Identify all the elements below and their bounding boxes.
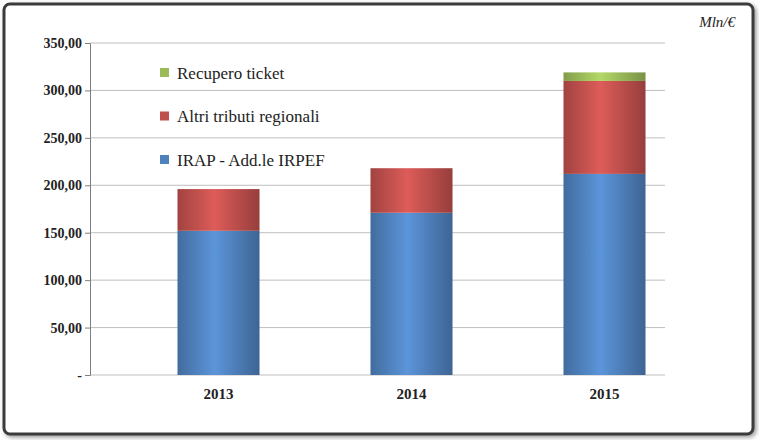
tick-mark	[85, 328, 90, 329]
tick-mark	[85, 43, 90, 44]
tick-label: 150,00	[44, 226, 83, 241]
bar	[177, 189, 259, 231]
frame	[4, 4, 753, 434]
bar	[563, 72, 645, 81]
tick-label: 2013	[204, 386, 234, 402]
chart: - 50,00 100,00 150,00 200,00 250,00 300,00 350,…	[0, 0, 759, 440]
legend-swatch	[160, 112, 169, 121]
tick: 200,00	[44, 178, 91, 193]
tick-label: 2014	[397, 386, 428, 402]
tick-label: 300,00	[44, 83, 83, 98]
legend: Recupero ticket Altri tributi regionali IR…	[160, 64, 325, 170]
bar	[370, 213, 452, 375]
axis-title: Mln/€	[698, 14, 736, 30]
tick-mark	[85, 90, 90, 91]
tick-label: 200,00	[44, 178, 83, 193]
axis-line	[85, 44, 91, 376]
bar	[563, 81, 645, 174]
tick-mark	[85, 375, 90, 376]
tick-label: 100,00	[44, 273, 83, 288]
grid	[90, 43, 665, 375]
tick: 2015	[590, 386, 620, 402]
tick-mark	[85, 233, 90, 234]
grid-line	[90, 43, 665, 44]
legend-label: Recupero ticket	[177, 64, 284, 83]
tick: 350,00	[44, 36, 91, 51]
bar	[370, 168, 452, 169]
bar	[370, 168, 452, 213]
tick: 250,00	[44, 131, 91, 146]
bar	[177, 231, 259, 375]
tick: 300,00	[44, 83, 91, 98]
tick-label: 250,00	[44, 131, 83, 146]
tick: 150,00	[44, 226, 91, 241]
legend-swatch	[160, 68, 169, 77]
legend-label: IRAP - Add.le IRPEF	[177, 151, 325, 170]
tick: 50,00	[51, 321, 91, 336]
tick-mark	[85, 138, 90, 139]
tick: 2014	[397, 386, 428, 402]
series	[177, 81, 645, 231]
tick-label: 2015	[590, 386, 620, 402]
x-axis: 2013 2014 2015	[204, 386, 620, 402]
tick-label: 50,00	[51, 321, 83, 336]
tick: -	[77, 368, 90, 383]
bar	[563, 174, 645, 375]
y-axis: - 50,00 100,00 150,00 200,00 250,00 300,00 350,…	[44, 36, 91, 383]
tick-label: 350,00	[44, 36, 83, 51]
tick-mark	[85, 185, 90, 186]
tick: 2013	[204, 386, 234, 402]
tick: 100,00	[44, 273, 91, 288]
series	[563, 72, 645, 81]
tick-label: -	[77, 368, 82, 383]
bars	[177, 72, 645, 375]
legend-label: Altri tributi regionali	[177, 107, 320, 126]
tick-mark	[85, 280, 90, 281]
bar	[177, 189, 259, 190]
legend-swatch	[160, 155, 169, 164]
